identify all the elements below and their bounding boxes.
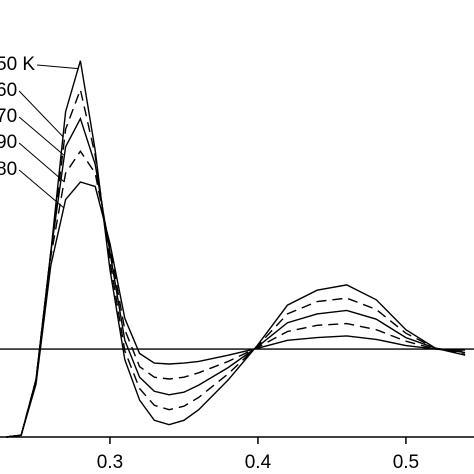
legend-label: 50 K <box>0 54 35 75</box>
legend-label: 60 <box>0 80 17 101</box>
series-line <box>6 181 466 438</box>
leader-line <box>18 90 64 138</box>
leader-line <box>18 169 64 208</box>
series-line <box>6 60 466 438</box>
series-line <box>6 116 466 438</box>
series-line <box>6 149 466 438</box>
x-tick-label: 0.5 <box>393 452 419 473</box>
legend-label: 80 <box>0 159 17 180</box>
x-tick-label: 0.4 <box>245 452 272 473</box>
series-line <box>6 87 466 438</box>
legend-label: 90 <box>0 132 17 153</box>
leader-line <box>37 64 79 70</box>
leader-line <box>18 142 64 182</box>
legend-label: 70 <box>0 106 17 127</box>
x-tick-label: 0.3 <box>97 452 123 473</box>
leader-line <box>18 116 64 156</box>
